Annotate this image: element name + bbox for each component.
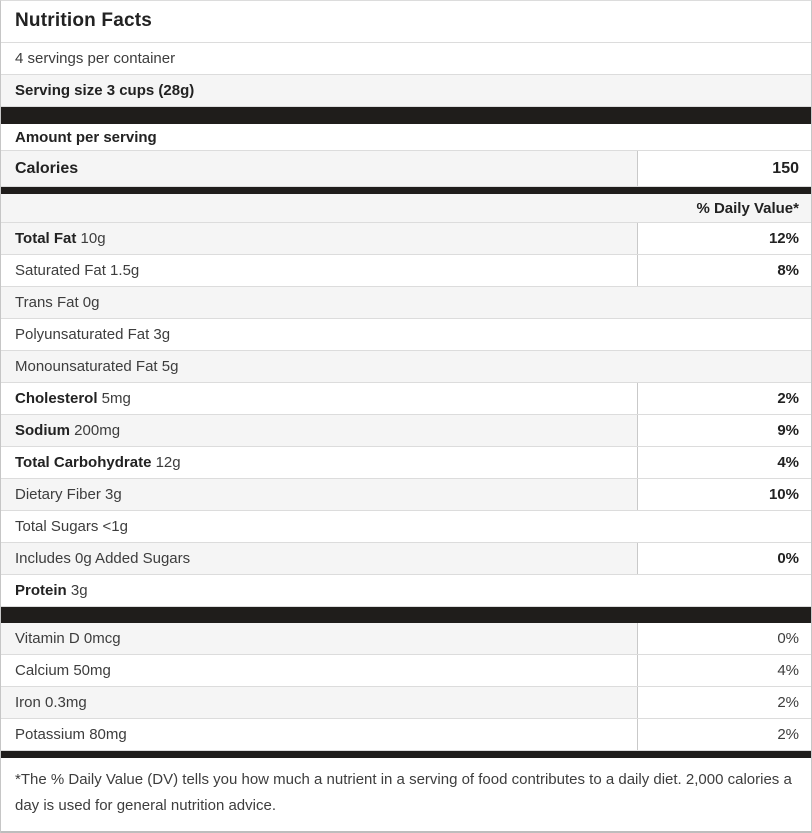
daily-value-footnote: *The % Daily Value (DV) tells you how mu… bbox=[1, 758, 811, 833]
nutrient-name: Cholesterol 5mg bbox=[15, 390, 131, 407]
thin-divider-bar bbox=[1, 751, 811, 758]
nutrient-name: Protein 3g bbox=[15, 582, 88, 599]
serving-size-row: Serving size 3 cups (28g) bbox=[1, 75, 811, 107]
nutrient-row: Monounsaturated Fat 5g bbox=[1, 351, 811, 383]
daily-value-percent: 0% bbox=[637, 543, 811, 574]
nutrient-name: Total Fat 10g bbox=[1, 223, 637, 254]
daily-value-percent: 9% bbox=[637, 415, 811, 446]
nutrient-row: Cholesterol 5mg 2% bbox=[1, 383, 811, 415]
daily-value-percent: 2% bbox=[637, 383, 811, 414]
amount-per-serving-row: Amount per serving bbox=[1, 124, 811, 151]
nutrient-row: Dietary Fiber 3g 10% bbox=[1, 479, 811, 511]
nutrient-row: Saturated Fat 1.5g 8% bbox=[1, 255, 811, 287]
vitamin-row: Iron 0.3mg 2% bbox=[1, 687, 811, 719]
nutrient-name: Vitamin D 0mcg bbox=[1, 623, 637, 654]
nutrient-rows-section: Total Fat 10g 12% Saturated Fat 1.5g 8% Tran… bbox=[1, 223, 811, 607]
daily-value-percent: 10% bbox=[637, 479, 811, 510]
daily-value-percent: 0% bbox=[637, 623, 811, 654]
nutrient-name: Sodium 200mg bbox=[1, 415, 637, 446]
nutrient-name: Total Sugars <1g bbox=[15, 518, 128, 535]
daily-value-header-row: % Daily Value* bbox=[1, 194, 811, 223]
servings-per-container-row: 4 servings per container bbox=[1, 43, 811, 75]
vitamin-rows-section: Vitamin D 0mcg 0% Calcium 50mg 4% Iron 0.3mg… bbox=[1, 623, 811, 751]
nutrient-name: Trans Fat 0g bbox=[1, 287, 811, 318]
vitamin-row: Potassium 80mg 2% bbox=[1, 719, 811, 751]
thin-divider-bar bbox=[1, 187, 811, 194]
daily-value-percent: 2% bbox=[637, 719, 811, 750]
servings-per-container: 4 servings per container bbox=[15, 50, 176, 67]
nutrient-name: Polyunsaturated Fat 3g bbox=[15, 326, 171, 343]
vitamin-row: Vitamin D 0mcg 0% bbox=[1, 623, 811, 655]
nutrient-row: Total Fat 10g 12% bbox=[1, 223, 811, 255]
calories-row: Calories 150 bbox=[1, 151, 811, 187]
serving-size: Serving size 3 cups (28g) bbox=[1, 75, 811, 106]
nutrient-row: Polyunsaturated Fat 3g bbox=[1, 319, 811, 351]
thick-divider-bar bbox=[1, 107, 811, 124]
nutrient-row: Protein 3g bbox=[1, 575, 811, 607]
vitamin-row: Calcium 50mg 4% bbox=[1, 655, 811, 687]
calories-label: Calories bbox=[1, 151, 637, 186]
daily-value-percent: 4% bbox=[637, 655, 811, 686]
nutrient-name: Includes 0g Added Sugars bbox=[1, 543, 637, 574]
nutrient-row: Includes 0g Added Sugars 0% bbox=[1, 543, 811, 575]
thick-divider-bar bbox=[1, 607, 811, 623]
nutrient-row: Total Carbohydrate 12g 4% bbox=[1, 447, 811, 479]
calories-value: 150 bbox=[637, 151, 811, 186]
nutrient-row: Sodium 200mg 9% bbox=[1, 415, 811, 447]
daily-value-percent: 2% bbox=[637, 687, 811, 718]
nutrient-name: Calcium 50mg bbox=[15, 662, 111, 679]
nutrient-name: Monounsaturated Fat 5g bbox=[1, 351, 811, 382]
nutrient-name: Total Carbohydrate 12g bbox=[15, 454, 181, 471]
nutrient-name: Potassium 80mg bbox=[15, 726, 127, 743]
nutrient-row: Trans Fat 0g bbox=[1, 287, 811, 319]
label-title: Nutrition Facts bbox=[1, 1, 811, 43]
daily-value-percent: 4% bbox=[637, 447, 811, 478]
nutrient-name: Dietary Fiber 3g bbox=[1, 479, 637, 510]
daily-value-percent: 12% bbox=[637, 223, 811, 254]
nutrient-name: Saturated Fat 1.5g bbox=[15, 262, 140, 279]
amount-per-serving: Amount per serving bbox=[15, 128, 157, 146]
daily-value-header: % Daily Value* bbox=[1, 194, 811, 222]
nutrient-name: Iron 0.3mg bbox=[1, 687, 637, 718]
daily-value-percent: 8% bbox=[637, 255, 811, 286]
nutrient-row: Total Sugars <1g bbox=[1, 511, 811, 543]
